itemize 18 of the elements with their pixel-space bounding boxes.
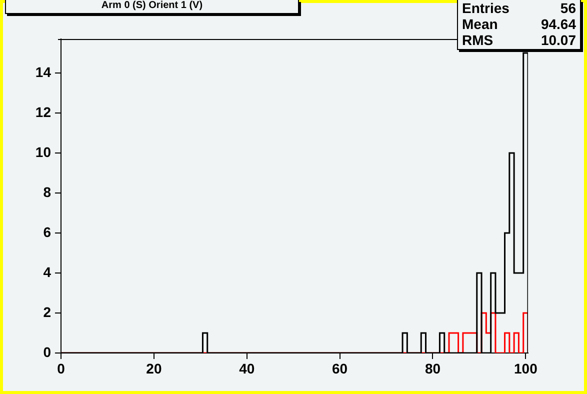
- x-tick-label: 20: [146, 360, 162, 376]
- y-tick-label: 8: [43, 184, 52, 200]
- x-tick-label: 80: [424, 360, 441, 376]
- x-tick-label: 100: [514, 360, 538, 376]
- x-tick-label: 0: [57, 360, 66, 376]
- y-tick-label: 6: [43, 224, 52, 240]
- x-tick-label: 40: [239, 360, 255, 376]
- x-tick-label: 60: [332, 360, 348, 376]
- y-tick-label: 4: [43, 264, 52, 280]
- y-tick-label: 10: [35, 144, 52, 160]
- y-tick-label: 14: [35, 64, 52, 80]
- chart-title: Arm 0 (S) Orient 1 (V): [5, 0, 299, 14]
- text: Entries 56: [462, 0, 576, 16]
- text: Mean 94.64: [462, 16, 576, 32]
- y-tick-label: 2: [43, 304, 52, 320]
- text: RMS 10.07: [462, 32, 576, 48]
- y-tick-label: 0: [43, 344, 52, 360]
- y-tick-label: 12: [35, 104, 52, 120]
